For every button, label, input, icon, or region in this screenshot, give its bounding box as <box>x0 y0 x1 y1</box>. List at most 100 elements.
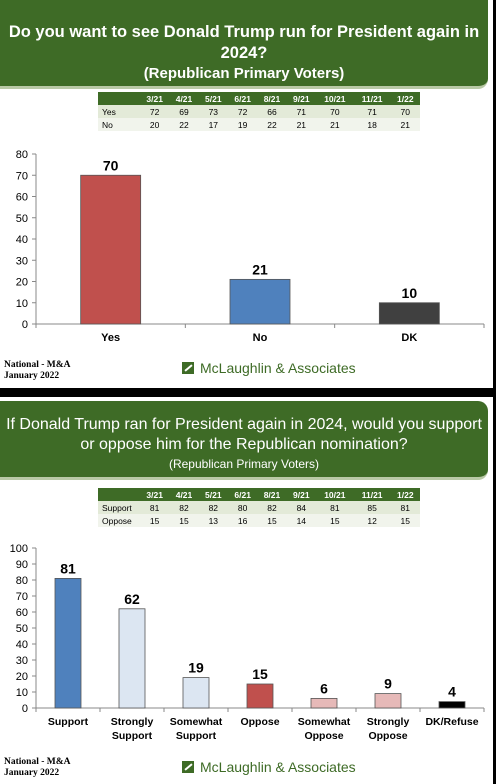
trend-cell: 84 <box>286 501 316 514</box>
footer-source: National - M&A January 2022 <box>4 757 71 779</box>
logo-mark-icon <box>182 761 194 773</box>
trend-cell: 72 <box>227 105 258 118</box>
right-edge-rule <box>493 0 496 784</box>
trend-row: Yes 72 69 73 72 66 71 70 71 70 <box>98 105 420 118</box>
data-label: 62 <box>124 591 140 607</box>
bar <box>229 278 291 325</box>
trend-cell: 81 <box>390 501 420 514</box>
trend-header-cell: 6/21 <box>227 488 258 501</box>
trend-cell: 17 <box>198 118 228 131</box>
trend-cell: 70 <box>315 105 354 118</box>
y-tick-label: 50 <box>16 623 28 635</box>
trend-header-cell: 1/22 <box>390 488 420 501</box>
data-label: 10 <box>402 285 418 301</box>
trend-row: No 20 22 17 19 22 21 21 18 21 <box>98 118 420 131</box>
trend-cell: 19 <box>227 118 258 131</box>
trend-header-cell: 3/21 <box>140 92 170 105</box>
logo-mark-icon <box>182 362 194 374</box>
data-label: 6 <box>320 680 328 696</box>
trend-header-cell: 4/21 <box>169 92 199 105</box>
data-label: 4 <box>448 684 456 700</box>
data-label: 9 <box>384 676 392 692</box>
data-label: 15 <box>252 666 268 682</box>
trend-header-row: 3/21 4/21 5/21 6/21 8/21 9/21 10/21 11/21 1/22 <box>98 488 420 501</box>
trend-cell: 71 <box>353 105 391 118</box>
trend-row: Support 81 82 82 80 82 84 81 85 81 <box>98 501 420 514</box>
trend-cell: 71 <box>286 105 316 118</box>
trend-cell: 70 <box>390 105 420 118</box>
trend-cell: 18 <box>353 118 391 131</box>
trend-row-label: No <box>98 118 140 131</box>
trend-table: 3/21 4/21 5/21 6/21 8/21 9/21 10/21 11/21 1/22 Ye… <box>98 92 420 131</box>
data-label: 19 <box>188 660 204 676</box>
trend-cell: 85 <box>353 501 391 514</box>
x-tick-label: DK/Refuse <box>425 716 478 728</box>
title-banner: If Donald Trump ran for President again … <box>0 401 488 480</box>
x-tick-label: DK <box>401 332 417 344</box>
panel-run-again: Do you want to see Donald Trump run for … <box>0 0 496 388</box>
trend-cell: 82 <box>257 501 287 514</box>
company-logo: McLaughlin & Associates <box>182 759 356 775</box>
footer-source-line2: January 2022 <box>4 371 60 381</box>
y-tick-label: 10 <box>16 298 28 310</box>
title-banner: Do you want to see Donald Trump run for … <box>0 0 488 89</box>
y-tick-label: 40 <box>16 639 28 651</box>
trend-header-cell: 3/21 <box>140 488 170 501</box>
trend-row-label: Support <box>98 501 140 514</box>
bar <box>54 578 82 709</box>
trend-cell: 72 <box>140 105 170 118</box>
trend-cell: 20 <box>140 118 170 131</box>
y-tick-label: 60 <box>16 192 28 204</box>
bar <box>378 302 440 325</box>
trend-cell: 12 <box>353 514 391 527</box>
y-tick-label: 80 <box>16 575 28 587</box>
y-tick-label: 80 <box>16 149 28 161</box>
trend-header-cell: 1/22 <box>390 92 420 105</box>
trend-header-cell: 4/21 <box>169 488 199 501</box>
x-tick-label: Support <box>48 716 89 728</box>
x-tick-label: Oppose <box>240 716 279 728</box>
trend-cell: 21 <box>390 118 420 131</box>
y-tick-label: 0 <box>22 703 28 715</box>
chart-title-line2: or oppose him for the Republican nominat… <box>80 436 408 453</box>
trend-row-label: Oppose <box>98 514 140 527</box>
trend-cell: 81 <box>140 501 170 514</box>
trend-cell: 21 <box>315 118 354 131</box>
x-tick-label: Yes <box>101 332 120 344</box>
panel-support-oppose: If Donald Trump ran for President again … <box>0 397 496 784</box>
logo-text: McLaughlin & Associates <box>200 759 356 775</box>
trend-header-cell: 5/21 <box>198 488 228 501</box>
bar <box>118 608 146 709</box>
company-logo: McLaughlin & Associates <box>182 360 356 376</box>
data-label: 81 <box>60 560 76 576</box>
trend-cell: 15 <box>390 514 420 527</box>
y-tick-label: 70 <box>16 591 28 603</box>
bar <box>374 693 402 709</box>
bar <box>182 677 210 709</box>
x-tick-label: Somewhat <box>170 716 223 728</box>
trend-header-cell: 9/21 <box>286 488 316 501</box>
trend-cell: 69 <box>169 105 199 118</box>
x-tick-label: Strongly <box>111 716 154 728</box>
y-tick-label: 100 <box>10 543 28 555</box>
trend-cell: 22 <box>257 118 287 131</box>
trend-header-cell: 10/21 <box>315 488 354 501</box>
bar <box>438 701 466 709</box>
panel-divider <box>0 388 496 397</box>
trend-cell: 66 <box>257 105 287 118</box>
trend-header-cell <box>98 488 140 501</box>
y-tick-label: 70 <box>16 170 28 182</box>
y-tick-label: 30 <box>16 655 28 667</box>
trend-header-cell: 11/21 <box>353 488 391 501</box>
chart-subtitle: (Republican Primary Voters) <box>168 457 320 471</box>
trend-cell: 81 <box>315 501 354 514</box>
footer-source: National - M&A January 2022 <box>4 360 71 382</box>
trend-cell: 82 <box>198 501 228 514</box>
y-tick-label: 90 <box>16 559 28 571</box>
trend-header-cell: 6/21 <box>227 92 258 105</box>
trend-header-cell: 10/21 <box>315 92 354 105</box>
trend-cell: 15 <box>140 514 170 527</box>
bar-chart: 0 10 20 30 40 50 60 70 80 70 Yes 21 No 10 DK <box>16 149 485 344</box>
trend-cell: 21 <box>286 118 316 131</box>
chart-title-line1: If Donald Trump ran for President again … <box>6 416 482 433</box>
